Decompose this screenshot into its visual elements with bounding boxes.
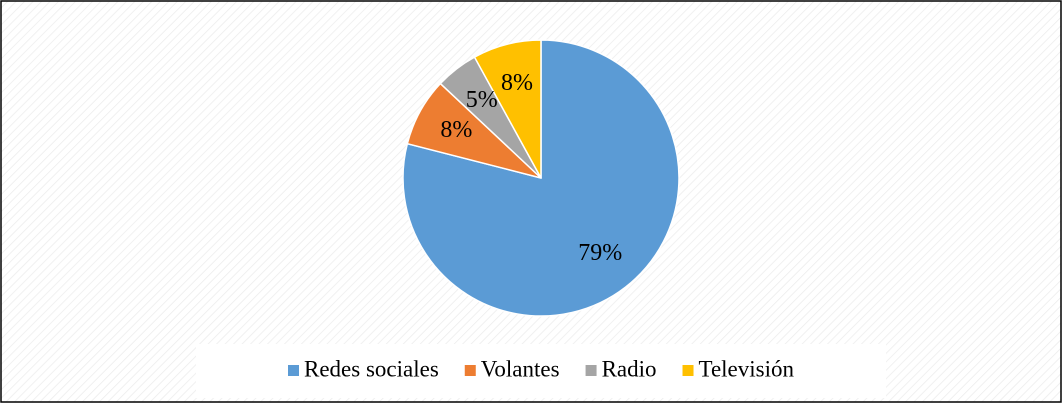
data-label: 5% (466, 87, 498, 113)
legend-swatch (585, 365, 597, 376)
legend-swatch (682, 365, 694, 376)
pie-slice (473, 39, 542, 179)
legend-swatch (288, 365, 299, 376)
legend-label: Redes sociales (304, 356, 439, 381)
legend-box (196, 344, 886, 398)
legend-swatch (464, 365, 476, 376)
legend-label: Volantes (481, 356, 560, 381)
data-label: 79% (578, 240, 622, 266)
data-label: 8% (440, 117, 472, 143)
legend-label: Televisión (699, 356, 795, 381)
data-label: 8% (501, 70, 533, 96)
legend-label: Radio (602, 356, 657, 381)
